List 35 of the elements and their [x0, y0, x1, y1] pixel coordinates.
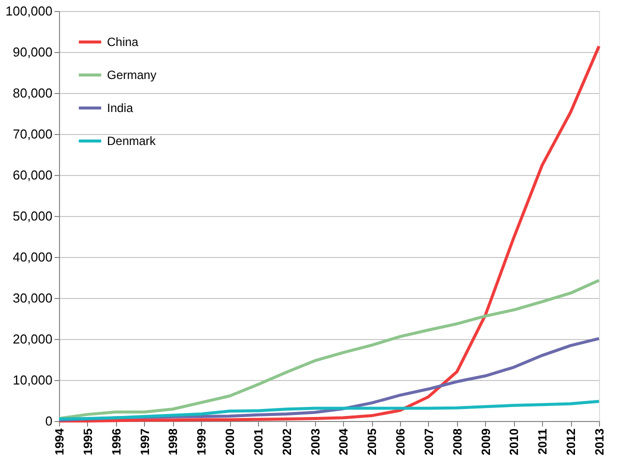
x-tick-label: 2013	[592, 428, 606, 456]
legend-label: Denmark	[107, 134, 157, 148]
y-tick-label: 90,000	[12, 44, 52, 60]
x-tick-label: 2006	[394, 428, 408, 456]
y-tick-label: 50,000	[12, 208, 52, 224]
x-tick-label: 2010	[507, 428, 522, 456]
x-tick-label: 2012	[564, 428, 578, 456]
x-tick-label: 1999	[194, 428, 209, 456]
y-tick-label: 10,000	[12, 372, 52, 388]
y-tick-label: 30,000	[12, 290, 52, 306]
x-tick-label: 1994	[52, 428, 66, 456]
x-tick-label: 2008	[450, 428, 464, 456]
x-tick-label: 1995	[80, 428, 95, 456]
y-tick-label: 70,000	[12, 126, 52, 142]
y-tick-label: 0	[45, 414, 52, 428]
y-tick-label: 100,000	[6, 4, 52, 18]
x-tick-label: 2002	[280, 428, 294, 456]
x-tick-label: 2001	[251, 428, 266, 456]
x-tick-label: 1998	[166, 428, 180, 456]
x-tick-label: 2007	[422, 428, 436, 456]
x-tick-label: 2003	[308, 428, 322, 456]
x-tick-label: 1996	[109, 428, 124, 456]
legend-label: India	[107, 101, 134, 115]
y-tick-label: 20,000	[12, 332, 52, 346]
legend-label: Germany	[107, 68, 156, 82]
x-tick-label: 2005	[365, 428, 380, 456]
y-tick-label: 40,000	[12, 250, 52, 264]
x-tick-label: 1997	[138, 428, 152, 456]
legend-label: China	[107, 35, 139, 49]
x-tick-label: 2000	[223, 428, 238, 456]
x-tick-label: 2009	[478, 428, 493, 456]
y-tick-label: 60,000	[12, 168, 52, 182]
x-tick-label: 2004	[336, 428, 351, 456]
y-tick-label: 80,000	[12, 86, 52, 100]
x-tick-label: 2011	[536, 428, 550, 455]
